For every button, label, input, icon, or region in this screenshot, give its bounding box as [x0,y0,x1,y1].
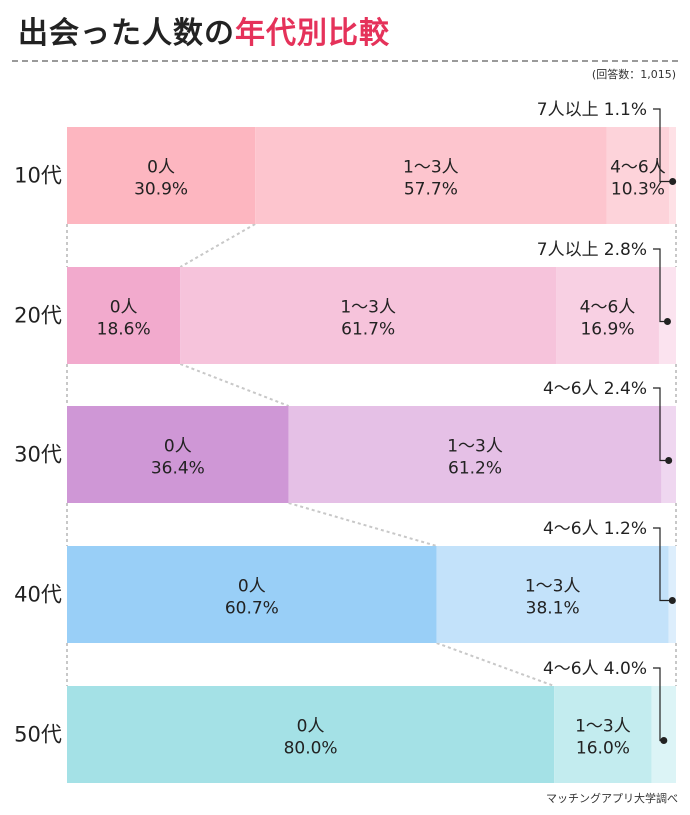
source-note: マッチングアプリ大学調べ [546,792,678,805]
data-label-50代-4to6: 4.0% [604,659,647,679]
data-label-30代-1to3: 61.2% [448,459,502,479]
data-label-50代-1to3: 16.0% [576,739,630,759]
segment-name-20代-0: 0人 [110,298,138,318]
data-label-30代-0: 36.4% [151,459,205,479]
data-label-10代-1to3: 57.7% [404,180,458,200]
segment-name-10代-1to3: 1〜3人 [403,158,459,178]
data-label-20代-1to3: 61.7% [341,320,395,340]
segment-name-20代-1to3: 1〜3人 [340,298,396,318]
data-label-10代-7plus: 1.1% [604,100,647,120]
row-label-30代: 30代 [14,443,62,467]
row-label-20代: 20代 [14,304,62,328]
segment-name-10代-0: 0人 [147,158,175,178]
bar-segment-10代-0 [67,127,256,224]
data-label-30代-4to6: 2.4% [604,379,647,399]
callout-line-10代-7plus [653,108,673,183]
title-divider [12,60,678,62]
segment-name-50代-1to3: 1〜3人 [575,717,631,737]
data-label-40代-1to3: 38.1% [526,599,580,619]
bar-segment-30代-1to3 [288,406,662,503]
segment-name-40代-4to6: 4〜6人 [543,519,599,539]
segment-name-50代-0: 0人 [297,717,325,737]
row-label-40代: 40代 [14,583,62,607]
data-label-10代-4to6: 10.3% [611,180,665,200]
data-label-20代-7plus: 2.8% [604,240,647,260]
bar-segment-30代-0 [67,406,289,503]
connector-line-zero [179,363,290,407]
callout-line-40代-4to6 [653,527,673,602]
data-label-10代-0: 30.9% [134,180,188,200]
row-label-50代: 50代 [14,723,62,747]
respondent-count: (回答数：1,015) [591,68,676,81]
bar-segment-20代-1to3 [180,267,557,364]
bar-segment-50代-4to6 [651,686,676,783]
bar-segment-40代-0 [67,546,437,643]
bar-segment-50代-1to3 [554,686,652,783]
segment-name-20代-7plus: 7人以上 [537,240,599,260]
data-label-50代-0: 80.0% [284,739,338,759]
row-label-10代: 10代 [14,164,62,188]
data-label-40代-0: 60.7% [225,599,279,619]
bar-segment-50代-0 [67,686,555,783]
bar-segment-10代-1to3 [255,127,607,224]
callout-line-30代-4to6 [653,387,669,462]
segment-name-50代-4to6: 4〜6人 [543,659,599,679]
segment-name-10代-4to6: 4〜6人 [610,158,666,178]
bar-segment-40代-4to6 [668,546,676,643]
bar-segment-20代-0 [67,267,181,364]
connector-line-zero [436,642,555,687]
bar-segment-40代-1to3 [436,546,669,643]
bar-segment-20代-7plus [658,267,676,364]
bar-segment-20代-4to6 [556,267,659,364]
page-title: 出会った人数の年代別比較 [18,8,390,52]
connector-line-zero [179,223,256,268]
bar-segment-10代-4to6 [606,127,670,224]
callout-line-20代-7plus [653,248,668,323]
segment-name-30代-1to3: 1〜3人 [447,437,503,457]
segment-name-10代-7plus: 7人以上 [537,100,599,120]
title-accent: 年代別比較 [235,16,390,51]
callout-dot-40代-4to6 [668,597,676,604]
data-label-40代-4to6: 1.2% [604,519,647,539]
segment-name-30代-0: 0人 [164,437,192,457]
segment-name-30代-4to6: 4〜6人 [543,379,599,399]
title-main: 出会った人数の [18,16,235,51]
callout-dot-20代-7plus [663,318,671,325]
bar-segment-10代-7plus [669,127,676,224]
connector-line-zero [288,502,437,547]
segment-name-40代-1to3: 1〜3人 [525,577,581,597]
segment-name-20代-4to6: 4〜6人 [580,298,636,318]
callout-dot-30代-4to6 [665,457,673,464]
bar-segment-30代-4to6 [661,406,676,503]
callout-dot-10代-7plus [669,178,677,185]
callout-dot-50代-4to6 [660,737,668,744]
data-label-20代-0: 18.6% [97,320,151,340]
data-label-20代-4to6: 16.9% [580,320,634,340]
segment-name-40代-0: 0人 [238,577,266,597]
